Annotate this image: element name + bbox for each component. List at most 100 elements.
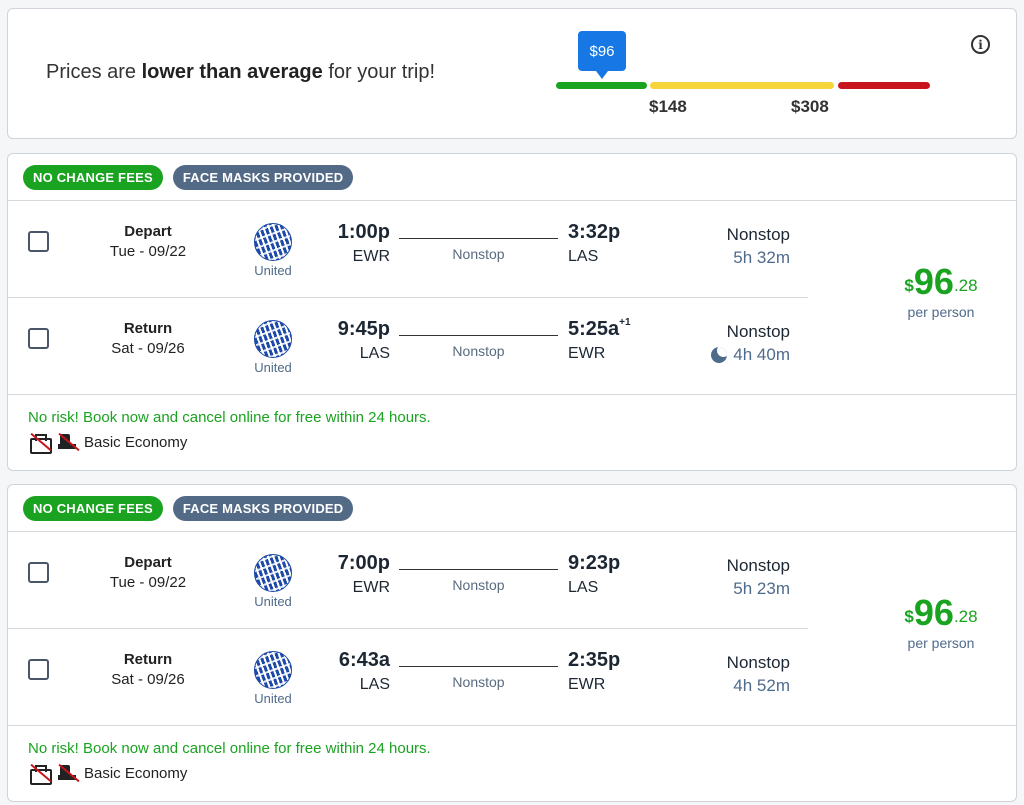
duration: 4h 52m <box>733 676 790 695</box>
stops-summary: Nonstop <box>726 653 790 672</box>
direction-label: Return <box>123 320 173 337</box>
departure-time: 1:00p <box>337 221 390 243</box>
leg-direction: Depart Tue - 09/22 <box>88 554 208 591</box>
route-stops: Nonstop <box>452 246 505 262</box>
united-globe-icon <box>254 651 292 689</box>
info-icon[interactable]: i <box>971 35 990 54</box>
flight-leg: Return Sat - 09/26 United 6:43a LAS Nons… <box>8 629 808 726</box>
flight-leg: Return Sat - 09/26 United 9:45p LAS Nons… <box>8 298 808 395</box>
airline-name: United <box>254 691 292 706</box>
arrival-day-offset: +1 <box>619 317 631 329</box>
stops-summary: Nonstop <box>726 322 790 341</box>
no-change-fees-badge: NO CHANGE FEES <box>23 165 163 190</box>
direction-label: Depart <box>124 554 172 571</box>
flight-leg: Depart Tue - 09/22 United 1:00p EWR Nons… <box>8 201 808 298</box>
leg-checkbox[interactable] <box>28 562 49 583</box>
fare-class-label: Basic Economy <box>84 433 188 451</box>
departure-time: 9:45p <box>337 318 390 340</box>
duration: 5h 23m <box>733 579 790 598</box>
price-meter-mid-segment <box>650 82 834 89</box>
moon-icon <box>711 347 728 363</box>
arrival-airport: LAS <box>568 579 599 596</box>
no-carry-on-bag-icon <box>28 763 52 785</box>
arrival-airport: EWR <box>568 345 606 362</box>
route-line <box>399 238 558 239</box>
leg-direction: Depart Tue - 09/22 <box>88 223 208 260</box>
fare-class: Basic Economy <box>28 763 188 785</box>
departure-airport: EWR <box>352 248 390 265</box>
route-stops: Nonstop <box>452 343 505 359</box>
price-block[interactable]: $96.28 per person <box>886 592 996 652</box>
route-stops: Nonstop <box>452 577 505 593</box>
leg-checkbox[interactable] <box>28 328 49 349</box>
route-line <box>399 666 558 667</box>
price-block[interactable]: $96.28 per person <box>886 261 996 321</box>
no-seat-selection-icon <box>56 432 80 452</box>
arrival-time: 5:25a+1 <box>568 317 631 340</box>
departure-airport: LAS <box>359 345 390 362</box>
leg-checkbox[interactable] <box>28 231 49 252</box>
route-line <box>399 335 558 336</box>
itinerary-card[interactable]: NO CHANGE FEES FACE MASKS PROVIDED Depart… <box>7 153 1017 471</box>
price-meter-high-segment <box>838 82 930 89</box>
itinerary-card[interactable]: NO CHANGE FEES FACE MASKS PROVIDED Depart… <box>7 484 1017 802</box>
fare-class: Basic Economy <box>28 432 188 454</box>
leg-checkbox[interactable] <box>28 659 49 680</box>
arrival-time: 2:35p <box>568 649 621 671</box>
leg-date: Tue - 09/22 <box>109 574 187 591</box>
leg-direction: Return Sat - 09/26 <box>88 651 208 688</box>
route-line <box>399 569 558 570</box>
badge-row: NO CHANGE FEES FACE MASKS PROVIDED <box>23 165 354 190</box>
flight-leg: Depart Tue - 09/22 United 7:00p EWR Nons… <box>8 532 808 629</box>
per-person-label: per person <box>907 304 975 320</box>
stops-summary: Nonstop <box>726 225 790 244</box>
price-meter <box>556 82 930 89</box>
airline: United <box>248 223 298 278</box>
price-meter-low-segment <box>556 82 647 89</box>
per-person-label: per person <box>907 635 975 651</box>
united-globe-icon <box>254 320 292 358</box>
divider <box>8 628 808 629</box>
price-amount: $96.28 <box>904 592 978 633</box>
divider <box>8 531 1016 532</box>
united-globe-icon <box>254 223 292 261</box>
route-stops: Nonstop <box>452 674 505 690</box>
leg-date: Sat - 09/26 <box>111 671 185 688</box>
airline-name: United <box>254 594 292 609</box>
departure-airport: EWR <box>352 579 390 596</box>
no-seat-selection-icon <box>56 763 80 783</box>
free-cancel-notice: No risk! Book now and cancel online for … <box>28 409 431 426</box>
leg-direction: Return Sat - 09/26 <box>88 320 208 357</box>
airline: United <box>248 320 298 375</box>
no-change-fees-badge: NO CHANGE FEES <box>23 496 163 521</box>
leg-date: Tue - 09/22 <box>109 243 187 260</box>
direction-label: Return <box>123 651 173 668</box>
duration: 4h 40m <box>711 345 790 365</box>
face-masks-badge: FACE MASKS PROVIDED <box>172 165 354 190</box>
united-globe-icon <box>254 554 292 592</box>
arrival-airport: EWR <box>568 676 606 693</box>
face-masks-badge: FACE MASKS PROVIDED <box>172 496 354 521</box>
divider <box>8 200 1016 201</box>
price-insight-banner: Prices are lower than average for your t… <box>7 8 1017 139</box>
badge-row: NO CHANGE FEES FACE MASKS PROVIDED <box>23 496 354 521</box>
duration: 5h 32m <box>733 248 790 267</box>
price-insight-text: Prices are lower than average for your t… <box>46 61 436 83</box>
current-price-bubble: $96 <box>578 31 626 79</box>
fare-class-label: Basic Economy <box>84 764 188 782</box>
direction-label: Depart <box>124 223 172 240</box>
price-marker-low: $148 <box>649 97 687 116</box>
price-marker-high: $308 <box>791 97 829 116</box>
divider <box>8 394 1016 395</box>
leg-date: Sat - 09/26 <box>111 340 185 357</box>
departure-airport: LAS <box>359 676 390 693</box>
stops-summary: Nonstop <box>726 556 790 575</box>
arrival-time: 3:32p <box>568 221 621 243</box>
divider <box>8 725 1016 726</box>
departure-time: 6:43a <box>338 649 390 671</box>
airline-name: United <box>254 263 292 278</box>
airline: United <box>248 651 298 706</box>
arrival-time: 9:23p <box>568 552 621 574</box>
airline: United <box>248 554 298 609</box>
price-amount: $96.28 <box>904 261 978 302</box>
